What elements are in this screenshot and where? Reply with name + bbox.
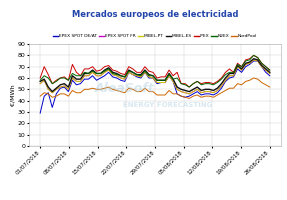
MIBEL-ES	[38, 80, 42, 83]
MIBEL-ES	[252, 58, 255, 60]
MIBEL-ES	[51, 90, 54, 93]
EPEX SPOT DE/AT	[268, 75, 272, 77]
N2EX	[212, 84, 215, 86]
MIBEL-PT	[268, 72, 272, 75]
Line: MIBEL-PT: MIBEL-PT	[40, 60, 270, 94]
Line: N2EX: N2EX	[40, 55, 270, 87]
N2EX	[95, 72, 98, 75]
IPEX	[38, 77, 42, 79]
NordPool	[260, 81, 263, 84]
IPEX	[268, 69, 272, 71]
NordPool	[252, 77, 255, 79]
MIBEL-PT	[91, 71, 94, 74]
EPEX SPOT FR	[260, 65, 263, 68]
MIBEL-PT	[195, 88, 199, 91]
IPEX	[195, 80, 199, 83]
N2EX	[195, 80, 199, 83]
Line: MIBEL-ES: MIBEL-ES	[40, 59, 270, 92]
Line: IPEX: IPEX	[40, 55, 270, 87]
Line: EPEX SPOT FR: EPEX SPOT FR	[40, 60, 270, 94]
NordPool	[38, 95, 42, 97]
EPEX SPOT FR	[268, 72, 272, 75]
NordPool	[187, 97, 191, 100]
MIBEL-ES	[95, 72, 98, 75]
EPEX SPOT FR	[91, 71, 94, 74]
EPEX SPOT FR	[195, 88, 199, 91]
NordPool	[268, 86, 272, 88]
MIBEL-ES	[236, 64, 239, 67]
Line: NordPool: NordPool	[40, 78, 270, 98]
NordPool	[212, 96, 215, 98]
EPEX SPOT DE/AT	[191, 93, 195, 95]
MIBEL-PT	[187, 93, 191, 95]
NordPool	[195, 94, 199, 96]
EPEX SPOT DE/AT	[208, 93, 211, 95]
EPEX SPOT DE/AT	[91, 75, 94, 77]
IPEX	[91, 65, 94, 68]
Text: ENERGY FORECASTING: ENERGY FORECASTING	[123, 102, 212, 108]
IPEX	[212, 82, 215, 85]
IPEX	[187, 86, 191, 88]
IPEX	[236, 62, 239, 64]
EPEX SPOT DE/AT	[260, 65, 263, 68]
IPEX	[252, 54, 255, 57]
MIBEL-PT	[212, 92, 215, 94]
MIBEL-PT	[95, 75, 98, 77]
EPEX SPOT DE/AT	[252, 60, 255, 62]
EPEX SPOT FR	[187, 93, 191, 95]
MIBEL-ES	[99, 72, 102, 75]
EPEX SPOT DE/AT	[38, 112, 42, 114]
EPEX SPOT DE/AT	[95, 79, 98, 81]
MIBEL-ES	[260, 64, 263, 67]
Y-axis label: €/MWh: €/MWh	[11, 84, 16, 106]
MIBEL-PT	[236, 65, 239, 68]
NordPool	[95, 88, 98, 91]
N2EX	[268, 69, 272, 71]
Line: EPEX SPOT DE/AT: EPEX SPOT DE/AT	[40, 61, 270, 113]
MIBEL-PT	[252, 59, 255, 61]
EPEX SPOT FR	[95, 75, 98, 77]
NordPool	[91, 87, 94, 89]
MIBEL-ES	[212, 89, 215, 92]
N2EX	[91, 70, 94, 72]
Legend: EPEX SPOT DE/AT, EPEX SPOT FR, MIBEL-PT, MIBEL-ES, IPEX, N2EX, NordPool: EPEX SPOT DE/AT, EPEX SPOT FR, MIBEL-PT,…	[51, 32, 259, 40]
IPEX	[95, 70, 98, 72]
N2EX	[187, 86, 191, 88]
MIBEL-ES	[195, 86, 199, 88]
EPEX SPOT FR	[252, 59, 255, 61]
MIBEL-ES	[268, 71, 272, 74]
Text: Mercados europeos de electricidad: Mercados europeos de electricidad	[72, 10, 238, 19]
N2EX	[260, 62, 263, 64]
EPEX SPOT FR	[236, 65, 239, 68]
N2EX	[236, 63, 239, 66]
N2EX	[252, 54, 255, 57]
MIBEL-PT	[38, 82, 42, 85]
NordPool	[236, 82, 239, 85]
EPEX SPOT DE/AT	[232, 76, 235, 78]
MIBEL-PT	[260, 65, 263, 68]
IPEX	[260, 62, 263, 64]
Text: AleaSoft: AleaSoft	[95, 82, 155, 95]
EPEX SPOT FR	[212, 92, 215, 94]
EPEX SPOT FR	[38, 82, 42, 85]
N2EX	[38, 79, 42, 81]
